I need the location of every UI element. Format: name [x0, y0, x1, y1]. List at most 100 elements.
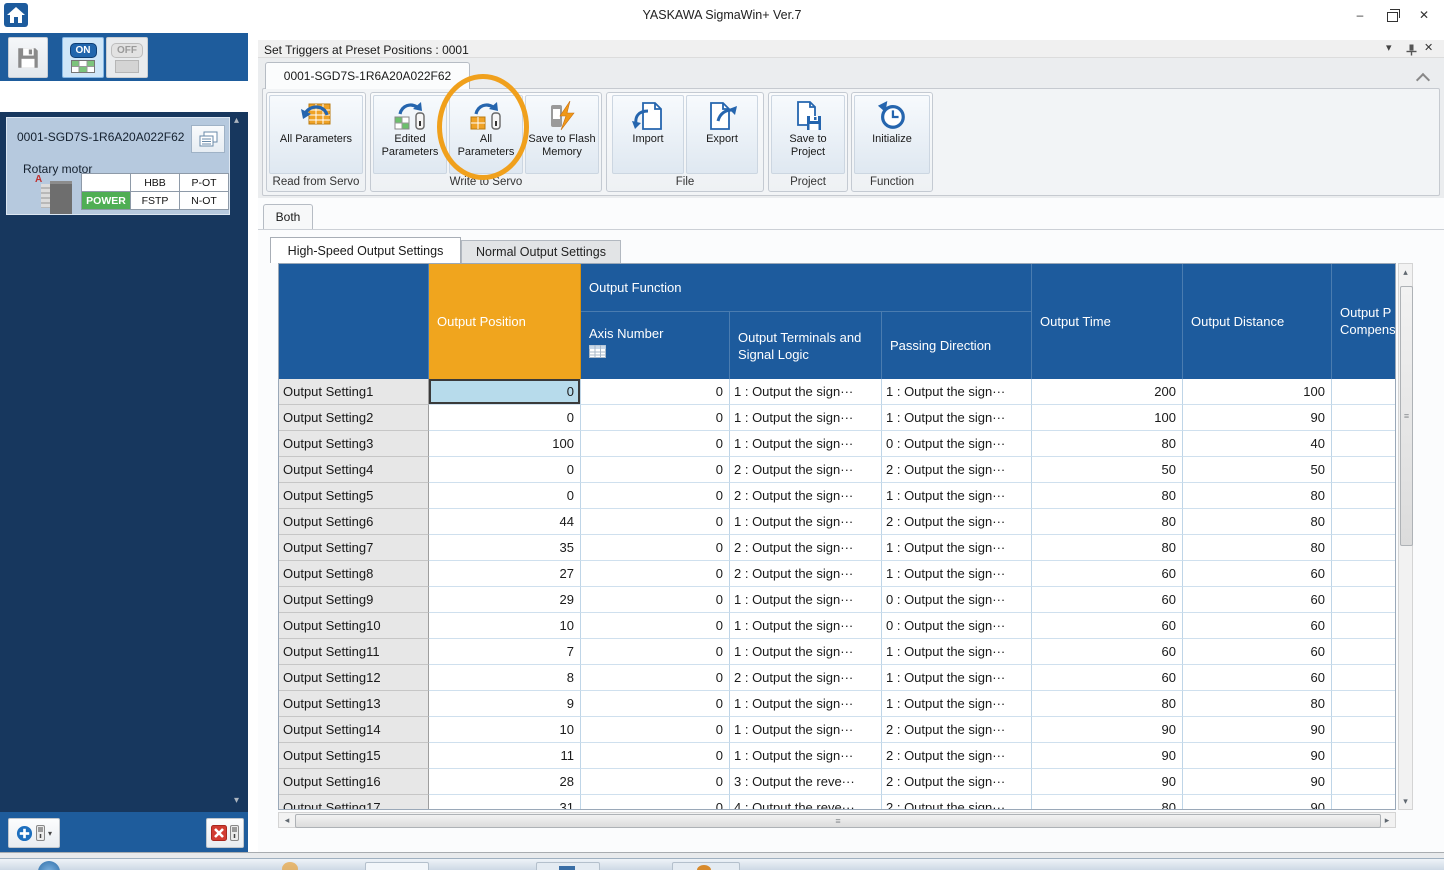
taskbar[interactable] [0, 858, 1444, 870]
output-time-cell[interactable]: 60 [1032, 561, 1183, 587]
output-position-cell[interactable]: 0 [429, 379, 581, 405]
output-terminals-cell[interactable]: 1 : Output the sign··· [730, 717, 882, 743]
row-header-cell[interactable]: Output Setting7 [279, 535, 429, 561]
import-button[interactable]: Import [612, 95, 684, 174]
passing-direction-cell[interactable]: 0 : Output the sign··· [882, 587, 1032, 613]
output-distance-cell[interactable]: 80 [1183, 483, 1332, 509]
output-distance-cell[interactable]: 80 [1183, 509, 1332, 535]
output-terminals-cell[interactable]: 2 : Output the sign··· [730, 457, 882, 483]
axis-number-cell[interactable]: 0 [581, 431, 730, 457]
save-button[interactable] [8, 37, 48, 78]
passing-direction-cell[interactable]: 2 : Output the sign··· [882, 717, 1032, 743]
passing-direction-cell[interactable]: 1 : Output the sign··· [882, 483, 1032, 509]
output-terminals-cell[interactable]: 1 : Output the sign··· [730, 613, 882, 639]
output-time-cell[interactable]: 90 [1032, 769, 1183, 795]
output-position-compensation-cell[interactable] [1332, 665, 1395, 691]
output-distance-cell[interactable]: 60 [1183, 587, 1332, 613]
output-position-cell[interactable]: 29 [429, 587, 581, 613]
output-position-cell[interactable]: 8 [429, 665, 581, 691]
axis-number-cell[interactable]: 0 [581, 561, 730, 587]
row-header-cell[interactable]: Output Setting9 [279, 587, 429, 613]
output-position-compensation-cell[interactable] [1332, 379, 1395, 405]
passing-direction-cell[interactable]: 0 : Output the sign··· [882, 613, 1032, 639]
tab-normal-output-settings[interactable]: Normal Output Settings [461, 240, 621, 263]
close-button[interactable]: ✕ [1418, 8, 1430, 22]
output-time-cell[interactable]: 60 [1032, 639, 1183, 665]
row-header-cell[interactable]: Output Setting4 [279, 457, 429, 483]
row-header-cell[interactable]: Output Setting6 [279, 509, 429, 535]
output-terminals-cell[interactable]: 1 : Output the sign··· [730, 509, 882, 535]
servo-off-button[interactable]: OFF [106, 37, 148, 78]
tab-both[interactable]: Both [263, 204, 313, 229]
output-position-compensation-cell[interactable] [1332, 691, 1395, 717]
axis-number-cell[interactable]: 0 [581, 587, 730, 613]
output-distance-cell[interactable]: 60 [1183, 561, 1332, 587]
output-position-compensation-cell[interactable] [1332, 483, 1395, 509]
output-terminals-cell[interactable]: 1 : Output the sign··· [730, 691, 882, 717]
output-position-compensation-cell[interactable] [1332, 639, 1395, 665]
scroll-right-button[interactable]: ▸ [1384, 815, 1390, 825]
axis-number-cell[interactable]: 0 [581, 665, 730, 691]
panel-pin-icon[interactable] [1406, 43, 1417, 61]
output-distance-cell[interactable]: 90 [1183, 769, 1332, 795]
output-position-cell[interactable]: 10 [429, 613, 581, 639]
passing-direction-cell[interactable]: 1 : Output the sign··· [882, 405, 1032, 431]
add-axis-button[interactable]: ▾ [8, 818, 60, 848]
passing-direction-cell[interactable]: 2 : Output the sign··· [882, 769, 1032, 795]
output-position-compensation-cell[interactable] [1332, 587, 1395, 613]
axis-number-cell[interactable]: 0 [581, 379, 730, 405]
axis-number-cell[interactable]: 0 [581, 457, 730, 483]
output-distance-cell[interactable]: 90 [1183, 795, 1332, 809]
sidebar-scroll-down[interactable]: ▾ [234, 795, 240, 806]
row-header-cell[interactable]: Output Setting5 [279, 483, 429, 509]
output-time-cell[interactable]: 80 [1032, 431, 1183, 457]
passing-direction-cell[interactable]: 1 : Output the sign··· [882, 639, 1032, 665]
output-position-cell[interactable]: 28 [429, 769, 581, 795]
output-position-compensation-cell[interactable] [1332, 795, 1395, 809]
row-header-cell[interactable]: Output Setting1 [279, 379, 429, 405]
passing-direction-cell[interactable]: 1 : Output the sign··· [882, 561, 1032, 587]
output-position-compensation-cell[interactable] [1332, 561, 1395, 587]
output-position-cell[interactable]: 44 [429, 509, 581, 535]
output-time-cell[interactable]: 80 [1032, 483, 1183, 509]
axis-number-cell[interactable]: 0 [581, 639, 730, 665]
passing-direction-cell[interactable]: 0 : Output the sign··· [882, 431, 1032, 457]
output-position-compensation-cell[interactable] [1332, 535, 1395, 561]
output-time-cell[interactable]: 50 [1032, 457, 1183, 483]
passing-direction-cell[interactable]: 2 : Output the sign··· [882, 509, 1032, 535]
passing-direction-cell[interactable]: 2 : Output the sign··· [882, 457, 1032, 483]
vertical-scroll-thumb[interactable]: ≡ [1400, 286, 1413, 546]
output-position-compensation-cell[interactable] [1332, 769, 1395, 795]
row-header-cell[interactable]: Output Setting13 [279, 691, 429, 717]
output-time-cell[interactable]: 80 [1032, 509, 1183, 535]
output-position-cell[interactable]: 7 [429, 639, 581, 665]
passing-direction-cell[interactable]: 1 : Output the sign··· [882, 379, 1032, 405]
output-distance-cell[interactable]: 50 [1183, 457, 1332, 483]
passing-direction-cell[interactable]: 1 : Output the sign··· [882, 535, 1032, 561]
axis-number-cell[interactable]: 0 [581, 535, 730, 561]
write-all-parameters-button[interactable]: All Parameters [449, 95, 523, 174]
save-to-project-button[interactable]: Save to Project [771, 95, 845, 174]
scroll-up-button[interactable]: ▴ [1403, 267, 1408, 277]
output-time-cell[interactable]: 60 [1032, 613, 1183, 639]
passing-direction-cell[interactable]: 1 : Output the sign··· [882, 691, 1032, 717]
output-terminals-cell[interactable]: 1 : Output the sign··· [730, 379, 882, 405]
output-position-cell[interactable]: 100 [429, 431, 581, 457]
output-distance-cell[interactable]: 100 [1183, 379, 1332, 405]
output-distance-cell[interactable]: 80 [1183, 535, 1332, 561]
row-header-cell[interactable]: Output Setting3 [279, 431, 429, 457]
output-position-compensation-cell[interactable] [1332, 743, 1395, 769]
output-position-cell[interactable]: 11 [429, 743, 581, 769]
output-terminals-cell[interactable]: 1 : Output the sign··· [730, 405, 882, 431]
axis-filter-icon[interactable] [589, 345, 606, 358]
output-position-cell[interactable]: 27 [429, 561, 581, 587]
taskbar-start-orb[interactable] [38, 861, 60, 870]
disconnect-button[interactable] [206, 818, 244, 848]
output-time-cell[interactable]: 100 [1032, 405, 1183, 431]
output-terminals-cell[interactable]: 2 : Output the sign··· [730, 483, 882, 509]
output-position-cell[interactable]: 35 [429, 535, 581, 561]
output-distance-cell[interactable]: 60 [1183, 639, 1332, 665]
scroll-down-button[interactable]: ▾ [1403, 796, 1408, 806]
output-position-cell[interactable]: 10 [429, 717, 581, 743]
horizontal-scroll-thumb[interactable]: ≡ [295, 814, 1381, 828]
